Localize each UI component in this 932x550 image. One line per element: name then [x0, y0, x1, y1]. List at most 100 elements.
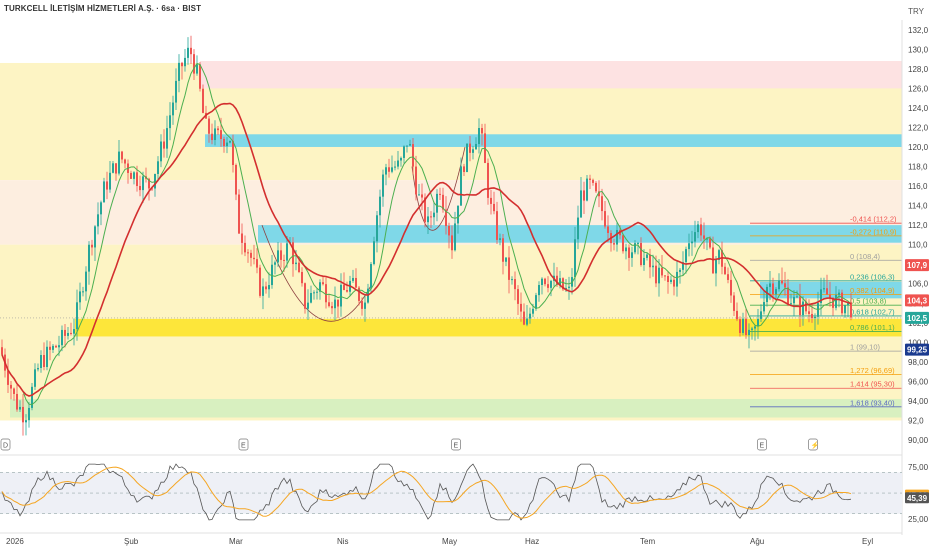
candle-body — [469, 143, 471, 153]
candle-body — [235, 164, 237, 195]
currency-label[interactable]: TRY — [908, 7, 924, 16]
candle-body — [448, 226, 450, 236]
cup-arc — [411, 146, 466, 231]
candle-body — [193, 54, 195, 74]
price-zones — [0, 61, 902, 421]
candle-body — [277, 250, 279, 263]
fib-level-label: 1,272 (96,69) — [850, 366, 895, 375]
y-tick-label: 112,0 — [908, 221, 928, 230]
x-tick-label: May — [442, 537, 457, 546]
candle-body — [439, 193, 441, 195]
candle-body — [769, 283, 771, 287]
zone-cyan-upper — [205, 134, 902, 147]
candle-body — [739, 319, 741, 333]
candle-body — [793, 296, 795, 304]
time-axis: 2026 Şub Mar Nis May Haz Tem Ağu Eyl — [0, 532, 902, 546]
candle-body — [247, 252, 249, 254]
price-label: 104,3 — [907, 296, 928, 305]
candle-body — [727, 274, 729, 280]
candle-body — [481, 128, 483, 134]
fib-level-label: 0 (108,4) — [850, 252, 881, 261]
candle-body — [124, 159, 126, 164]
candle-body — [181, 62, 183, 67]
zone-cyan-middle — [258, 225, 902, 243]
candle-body — [76, 302, 78, 330]
candle-body — [328, 302, 330, 307]
candle-body — [49, 346, 51, 350]
candle-body — [343, 284, 345, 291]
chart-title: TURKCELL İLETİŞİM HİZMETLERİ A.Ş. · 6sa … — [4, 4, 202, 13]
candle-body — [244, 242, 246, 253]
candle-body — [733, 295, 735, 311]
candle-body — [565, 287, 567, 290]
candle-body — [250, 252, 252, 258]
candle-body — [385, 167, 387, 175]
candle-body — [760, 311, 762, 319]
candle-body — [730, 279, 732, 296]
candle-body — [574, 239, 576, 278]
candle-body — [712, 247, 714, 274]
candle-body — [790, 303, 792, 305]
candle-body — [379, 196, 381, 216]
candle-body — [583, 190, 585, 201]
candle-body — [241, 233, 243, 243]
candle-body — [190, 47, 192, 55]
candle-body — [220, 130, 222, 139]
candle-body — [22, 406, 24, 423]
event-label: E — [241, 443, 246, 450]
candle-body — [478, 128, 480, 145]
rsi-tick-label: 75,00 — [908, 463, 929, 472]
candle-body — [673, 279, 675, 287]
candle-body — [745, 318, 747, 336]
candle-body — [388, 167, 390, 172]
candle-body — [115, 163, 117, 174]
candle-body — [19, 406, 21, 410]
candle-body — [364, 302, 366, 309]
candle-body — [295, 262, 297, 265]
candle-body — [688, 243, 690, 250]
candle-body — [517, 289, 519, 304]
candle-body — [82, 291, 84, 293]
y-tick-label: 128,0 — [908, 65, 929, 74]
candle-body — [592, 179, 594, 183]
fib-level-label: 1,618 (93,40) — [850, 398, 895, 407]
candle-body — [238, 194, 240, 234]
fib-level-label: -0,272 (110,9) — [850, 227, 897, 236]
candle-body — [580, 190, 582, 218]
candle-body — [397, 160, 399, 167]
candle-body — [352, 277, 354, 281]
candle-body — [31, 386, 33, 408]
candle-body — [541, 278, 543, 286]
ma-slow-line — [1, 102, 852, 397]
candle-body — [346, 290, 348, 292]
candle-body — [820, 289, 822, 304]
price-label-box — [905, 294, 929, 307]
zone-pink-top — [200, 61, 902, 89]
fib-level-label: 1 (99,10) — [850, 343, 881, 352]
event-label: E — [760, 443, 765, 450]
fibonacci-retracement: -0,414 (112,2) -0,272 (110,9) 0 (108,4) 0,2… — [750, 215, 902, 407]
candle-body — [208, 118, 210, 134]
candle-body — [511, 279, 513, 281]
candle-body — [757, 318, 759, 327]
candle-body — [577, 217, 579, 240]
candle-body — [586, 178, 588, 201]
candle-body — [94, 226, 96, 248]
candle-body — [667, 275, 669, 283]
candle-body — [280, 250, 282, 260]
candle-body — [505, 257, 507, 262]
candle-body — [403, 146, 405, 158]
event-marker — [451, 438, 461, 451]
x-tick-label: Mar — [229, 537, 243, 546]
candle-body — [640, 242, 642, 265]
event-label: E — [454, 443, 459, 450]
candle-body — [463, 166, 465, 172]
candle-body — [430, 216, 432, 218]
candle-body — [436, 193, 438, 213]
candle-body — [814, 316, 816, 319]
candle-body — [832, 297, 834, 308]
candle-body — [847, 302, 849, 306]
candle-body — [685, 249, 687, 263]
candle-body — [226, 142, 228, 147]
